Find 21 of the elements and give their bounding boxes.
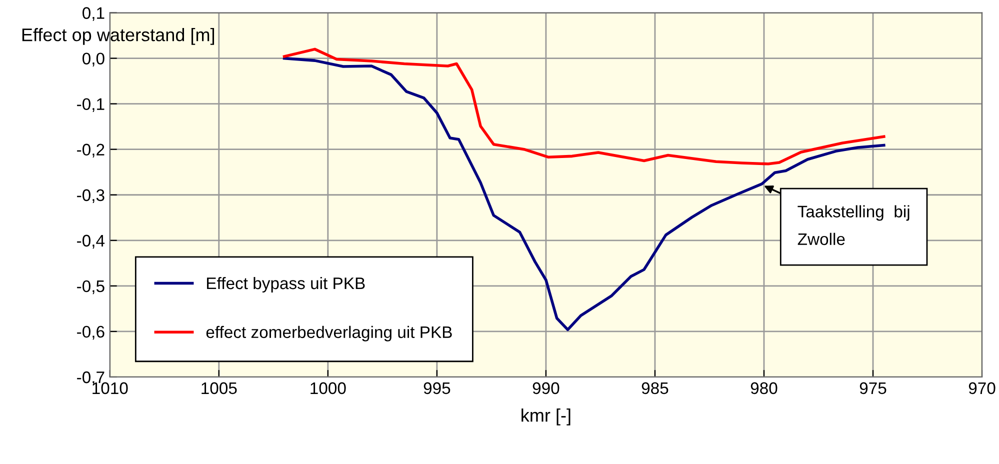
legend-label: effect zomerbedverlaging uit PKB: [206, 326, 452, 342]
x-tick-label: 1005: [202, 382, 237, 394]
y-tick-label: -0,4: [77, 234, 105, 249]
legend-label: Effect bypass uit PKB: [207, 276, 365, 293]
x-tick-label: 975: [860, 382, 886, 394]
y-tick-label: 0,0: [82, 52, 104, 66]
y-tick-label: 0,1: [82, 7, 104, 21]
x-axis-title: kmr [-]: [522, 408, 570, 426]
x-tick-label: 985: [642, 382, 668, 394]
y-tick-label: -0,1: [77, 98, 104, 112]
x-tick-label: 980: [750, 382, 778, 394]
y-tick-label: -0,5: [77, 280, 104, 294]
x-tick-label: 990: [532, 382, 560, 394]
line-series: [282, 48, 886, 166]
y-tick-label: -0,6: [77, 326, 104, 340]
x-tick-label: 1000: [310, 382, 346, 394]
y-tick-label: -0,2: [77, 144, 104, 158]
x-tick-label: 995: [424, 382, 450, 394]
x-tick-label: 970: [968, 382, 996, 394]
annotation: Taakstelling bij Zwolle: [798, 205, 910, 246]
y-tick-label: -0,3: [77, 189, 104, 204]
